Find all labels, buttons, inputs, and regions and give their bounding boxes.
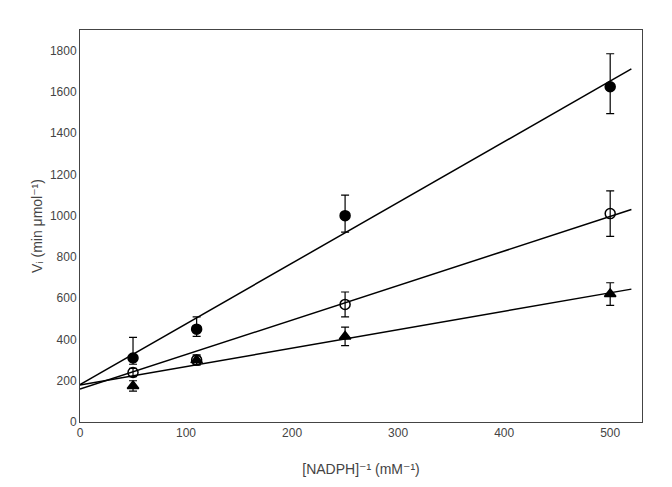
svg-text:800: 800 [57,250,77,264]
svg-text:0: 0 [77,426,84,440]
svg-text:Vᵢ (min μmol⁻¹): Vᵢ (min μmol⁻¹) [29,179,45,273]
svg-text:400: 400 [57,333,77,347]
svg-text:300: 300 [388,426,408,440]
svg-text:0: 0 [70,415,77,429]
svg-text:100: 100 [176,426,196,440]
svg-text:1400: 1400 [50,126,77,140]
svg-text:1000: 1000 [50,209,77,223]
svg-text:400: 400 [494,426,514,440]
svg-text:600: 600 [57,291,77,305]
svg-text:[NADPH]⁻¹ (mM⁻¹): [NADPH]⁻¹ (mM⁻¹) [302,461,419,477]
svg-text:200: 200 [282,426,302,440]
svg-text:200: 200 [57,374,77,388]
svg-text:1200: 1200 [50,168,77,182]
svg-text:1800: 1800 [50,44,77,58]
svg-text:500: 500 [600,426,620,440]
svg-text:1600: 1600 [50,85,77,99]
